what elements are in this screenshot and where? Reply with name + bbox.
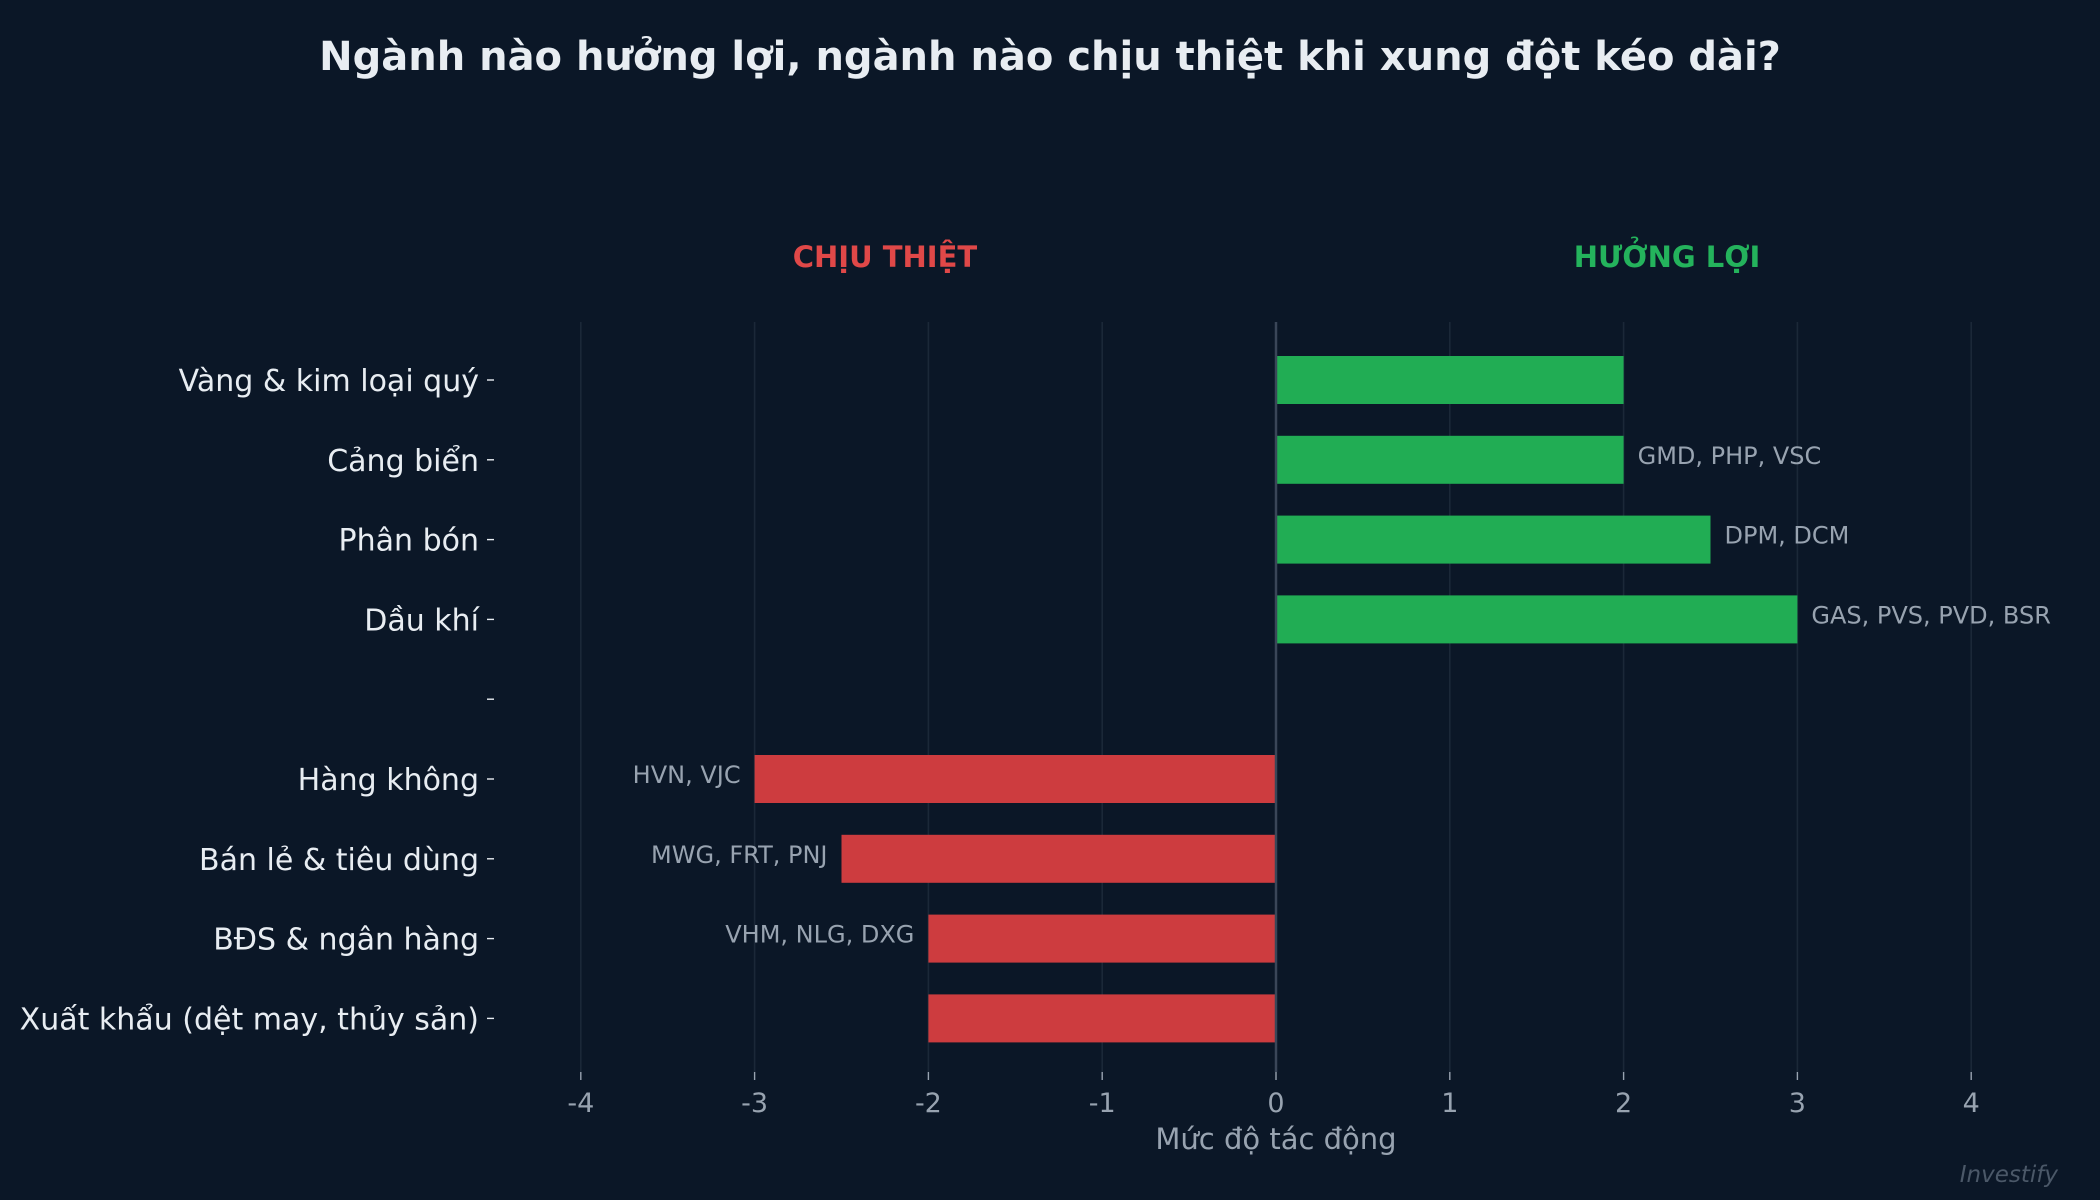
watermark: Investify [1959, 1162, 2058, 1188]
category-label: Dầu khí [364, 603, 480, 638]
bar-annotation: DPM, DCM [1725, 522, 1850, 550]
x-tick-label: -3 [741, 1088, 768, 1119]
group-label-positive: HƯỞNG LỢI [1574, 236, 1761, 274]
bar-negative [754, 755, 1276, 803]
group-label-negative: CHỊU THIỆT [793, 240, 978, 274]
category-label: Hàng không [298, 763, 479, 798]
bar-positive [1276, 595, 1798, 644]
x-tick-label: -1 [1089, 1088, 1116, 1119]
x-tick-label: 0 [1267, 1088, 1284, 1119]
bar-annotation: HVN, VJC [633, 761, 741, 789]
category-label: Phân bón [339, 524, 479, 559]
category-label: Bán lẻ & tiêu dùng [199, 843, 479, 878]
bar-negative [928, 914, 1276, 963]
bar-annotation: GAS, PVS, PVD, BSR [1811, 601, 2050, 629]
x-tick-label: -4 [567, 1088, 594, 1119]
category-label: Vàng & kim loại quý [179, 364, 479, 399]
bar-positive [1276, 435, 1624, 484]
category-label: Xuất khẩu (dệt may, thủy sản) [20, 1001, 479, 1037]
bar-annotation: MWG, FRT, PNJ [651, 841, 827, 869]
bar-negative [928, 994, 1276, 1043]
category-label: BĐS & ngân hàng [213, 923, 479, 958]
bar-negative [841, 834, 1276, 883]
category-label: Cảng biển [327, 443, 479, 479]
chart-title: Ngành nào hưởng lợi, ngành nào chịu thiệ… [319, 34, 1781, 80]
x-tick-label: 1 [1441, 1088, 1458, 1119]
bar-positive [1276, 356, 1624, 404]
x-tick-label: 3 [1789, 1088, 1806, 1119]
x-axis-label: Mức độ tác động [1155, 1122, 1396, 1156]
x-tick-label: 2 [1615, 1088, 1632, 1119]
x-tick-label: -2 [915, 1088, 942, 1119]
bar-annotation: GMD, PHP, VSC [1638, 442, 1822, 470]
bar-positive [1276, 515, 1711, 564]
x-tick-label: 4 [1963, 1088, 1980, 1119]
bar-annotation: VHM, NLG, DXG [725, 921, 914, 949]
